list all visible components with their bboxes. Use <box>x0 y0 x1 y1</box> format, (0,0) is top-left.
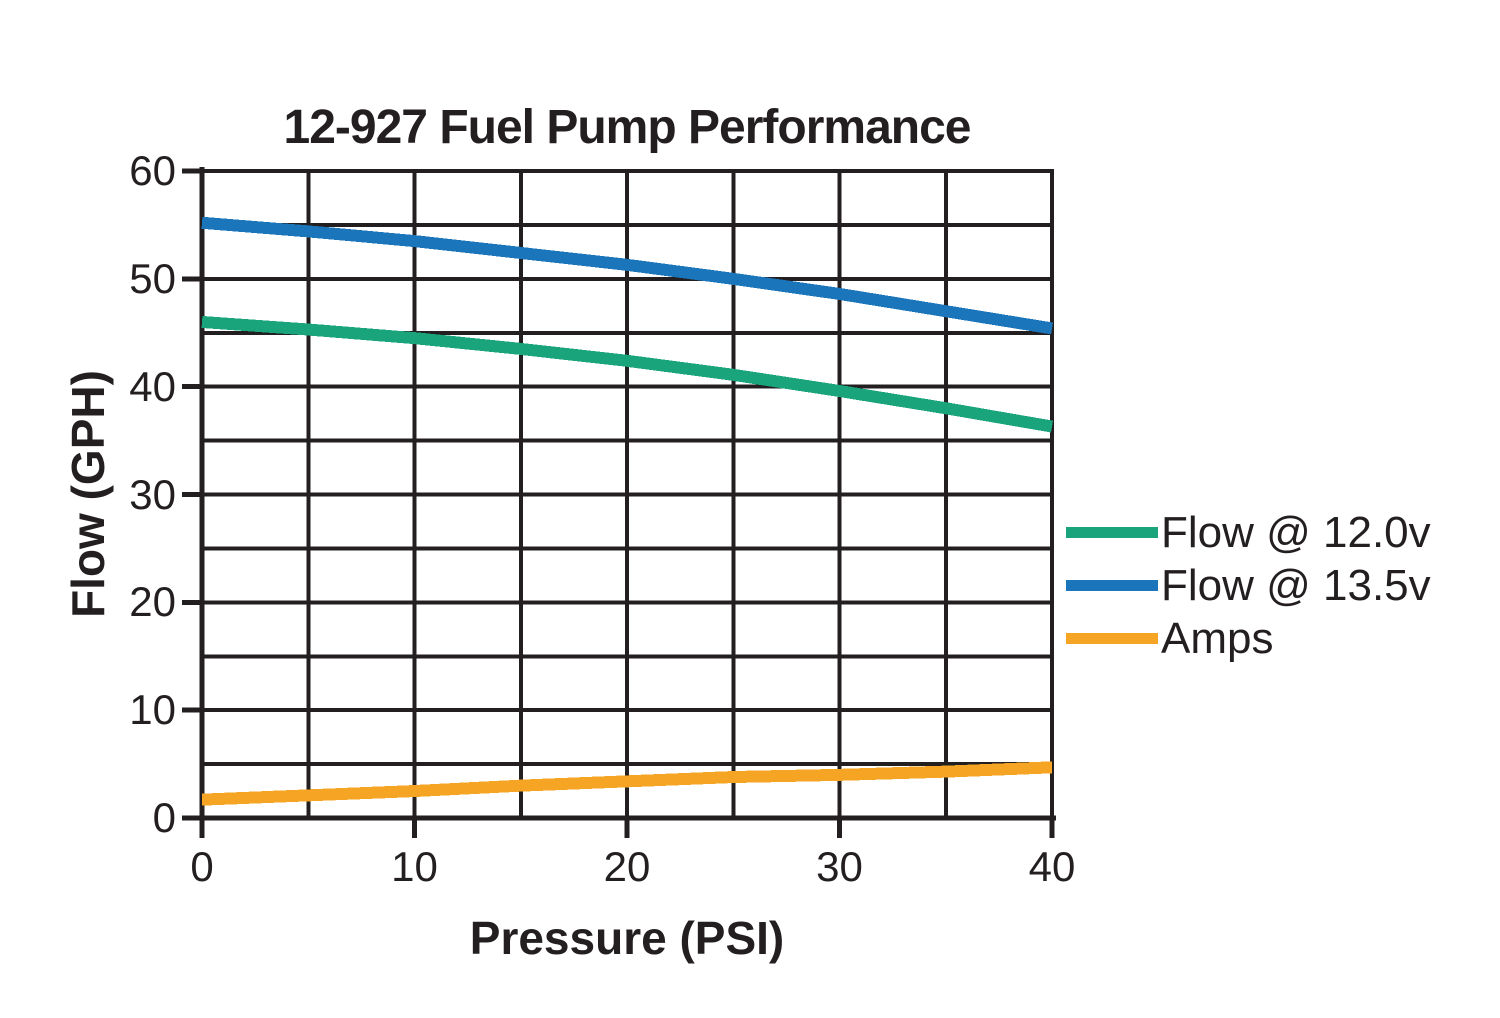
legend-item: Amps <box>1066 612 1431 665</box>
x-axis-title: Pressure (PSI) <box>469 912 785 964</box>
legend-label: Flow @ 12.0v <box>1161 507 1431 557</box>
y-tick-label: 20 <box>129 578 176 626</box>
y-tick-label: 10 <box>129 686 176 734</box>
x-tick-label: 0 <box>190 843 214 890</box>
x-tick-label: 10 <box>391 843 438 890</box>
x-tick-label: 20 <box>603 843 651 890</box>
legend-label: Amps <box>1161 613 1274 663</box>
series-line-amps <box>201 761 1053 806</box>
axes-and-ticks <box>182 167 1056 838</box>
legend-item: Flow @ 12.0v <box>1066 506 1431 559</box>
y-tick-label: 60 <box>129 147 176 194</box>
legend-swatch <box>1066 633 1158 644</box>
legend-item: Flow @ 13.5v <box>1066 559 1431 612</box>
y-tick-label: 30 <box>129 470 176 518</box>
legend-swatch <box>1066 527 1158 538</box>
series-line-flow-12.0v <box>201 315 1054 433</box>
legend-swatch <box>1066 580 1158 591</box>
x-tick-label: 30 <box>816 843 863 890</box>
chart-title: 12-927 Fuel Pump Performance <box>283 101 972 154</box>
y-tick-label: 0 <box>152 794 176 841</box>
legend-label: Flow @ 13.5v <box>1161 560 1431 610</box>
x-tick-label: 40 <box>1028 843 1076 890</box>
series-line-flow-13.5v <box>201 216 1053 335</box>
legend: Flow @ 12.0v Flow @ 13.5v Amps <box>1066 506 1431 665</box>
y-tick-label: 50 <box>129 254 176 302</box>
y-tick-label: 40 <box>129 362 176 410</box>
